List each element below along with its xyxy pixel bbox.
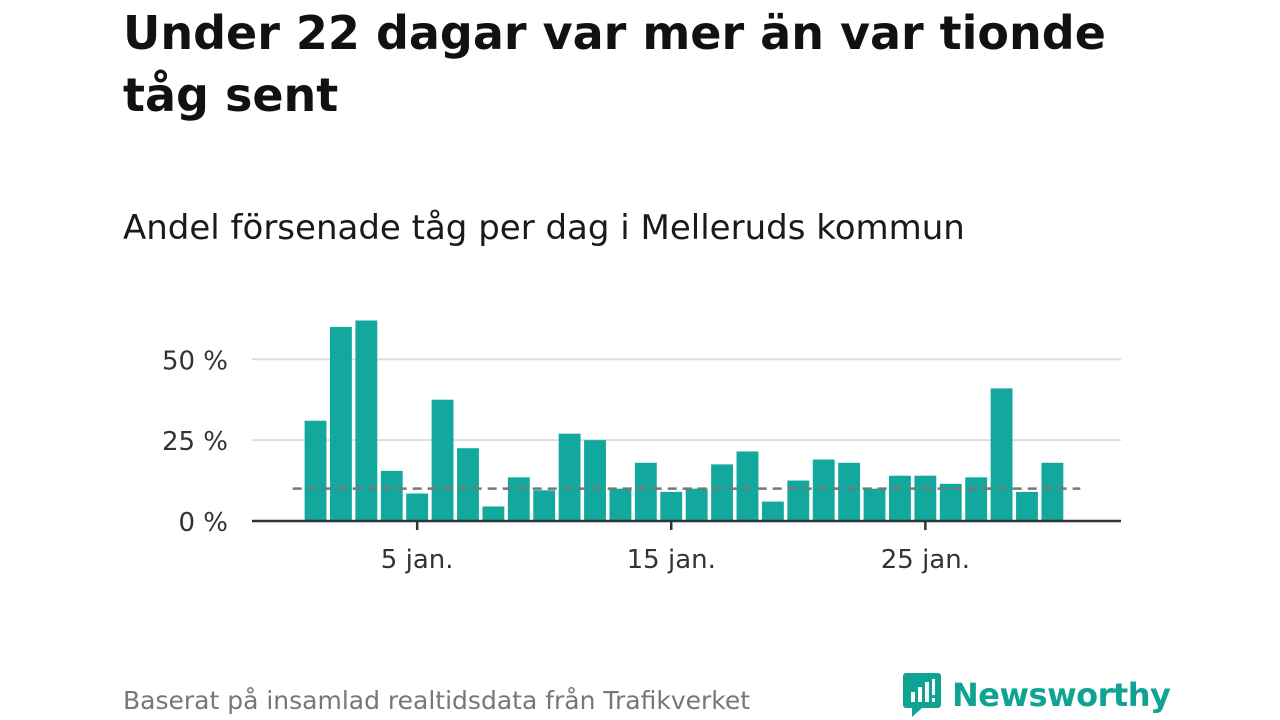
bar xyxy=(406,493,429,521)
bar xyxy=(634,462,657,521)
bar xyxy=(330,326,352,521)
bar xyxy=(609,488,632,521)
bar xyxy=(812,459,835,521)
bar xyxy=(914,475,937,521)
bar xyxy=(761,501,784,521)
bar xyxy=(533,490,556,521)
bar xyxy=(380,470,403,521)
bar xyxy=(990,388,1013,521)
bar xyxy=(457,448,479,521)
bar xyxy=(838,462,861,521)
bar xyxy=(482,506,505,521)
source-note: Baserat på insamlad realtidsdata från Tr… xyxy=(123,686,751,715)
brand-name: Newsworthy xyxy=(952,676,1171,714)
bar xyxy=(431,399,454,521)
x-tick-label: 25 jan. xyxy=(881,545,970,575)
x-tick-label: 15 jan. xyxy=(627,545,716,575)
bar xyxy=(584,440,606,521)
bar xyxy=(660,491,683,521)
bar xyxy=(507,477,530,521)
y-tick-label: 50 % xyxy=(162,346,228,376)
brand-logo: Newsworthy xyxy=(902,670,1171,720)
bar xyxy=(965,477,988,521)
newsworthy-chart-bubble-icon xyxy=(903,673,941,717)
bar xyxy=(1016,491,1038,521)
bar xyxy=(558,433,581,521)
bar xyxy=(787,480,810,521)
bar xyxy=(711,464,733,521)
bar xyxy=(355,320,378,521)
y-tick-label: 25 % xyxy=(162,427,228,457)
bar xyxy=(889,475,911,521)
bar xyxy=(736,451,759,521)
chart-subtitle: Andel försenade tåg per dag i Melleruds … xyxy=(123,208,965,248)
bar xyxy=(863,488,886,521)
y-tick-label: 0 % xyxy=(178,508,228,538)
x-tick-label: 5 jan. xyxy=(381,545,454,575)
chart-title: Under 22 dagar var mer än var tionde tåg… xyxy=(123,6,1106,122)
bar xyxy=(304,420,327,521)
bar xyxy=(685,488,708,521)
bar xyxy=(939,483,962,521)
bar xyxy=(1041,462,1064,521)
